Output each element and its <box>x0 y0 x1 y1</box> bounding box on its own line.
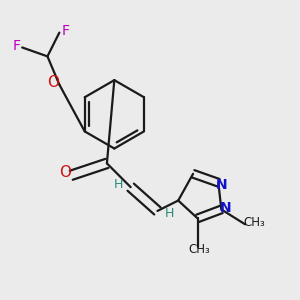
Text: O: O <box>59 165 71 180</box>
Text: O: O <box>47 75 59 90</box>
Text: H: H <box>165 207 174 220</box>
Text: N: N <box>220 201 232 215</box>
Text: H: H <box>114 178 124 191</box>
Text: CH₃: CH₃ <box>243 216 265 229</box>
Text: N: N <box>216 178 228 192</box>
Text: F: F <box>61 24 69 38</box>
Text: F: F <box>12 39 20 53</box>
Text: CH₃: CH₃ <box>188 243 210 256</box>
